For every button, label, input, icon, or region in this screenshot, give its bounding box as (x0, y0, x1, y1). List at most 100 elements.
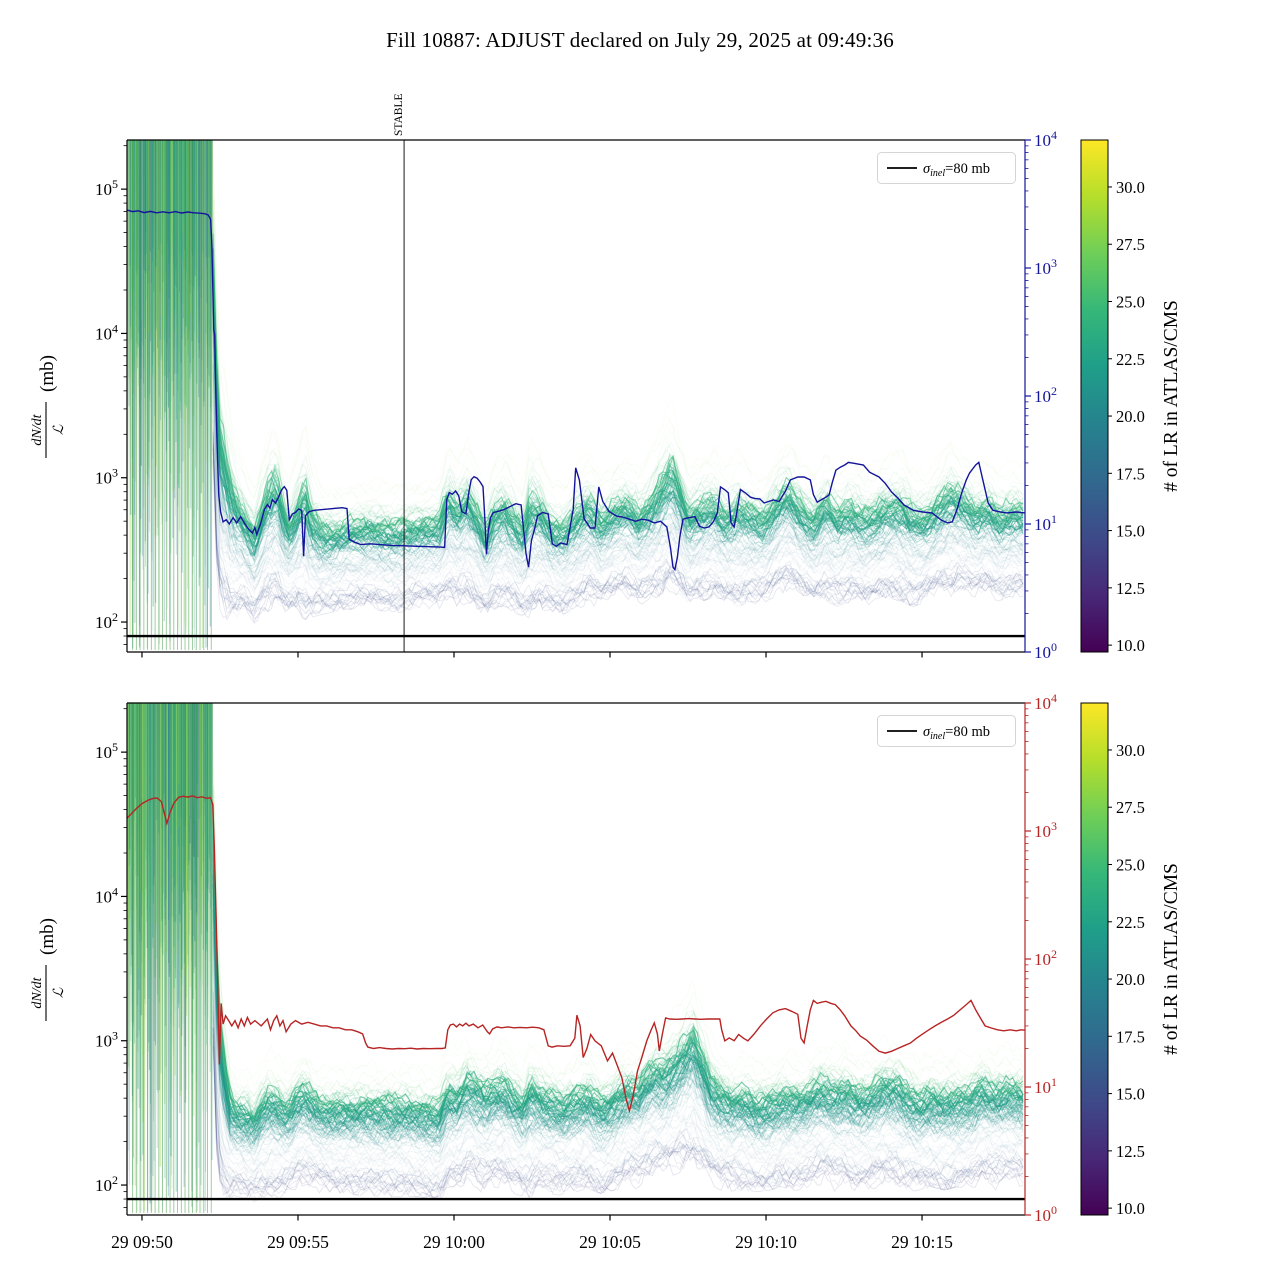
bundle-line (212, 987, 1024, 1185)
bundle-line (212, 419, 1024, 610)
bundle-line (212, 909, 1024, 1147)
y2-tick-label: 101 (1034, 1075, 1057, 1097)
plot-area (127, 140, 1025, 652)
y-tick-label: 105 (95, 740, 118, 762)
bundle-line (212, 852, 1024, 1117)
bundle-line (212, 864, 1024, 1133)
bundle-line (212, 988, 1024, 1173)
colorbar-label-group: # of LR in ATLAS/CMS (1161, 863, 1182, 1055)
bundle-line (212, 373, 1024, 580)
bundle-line (212, 247, 1024, 526)
bundle-line (212, 1045, 1024, 1203)
bundle-line (212, 292, 1024, 556)
bundle-line (212, 1027, 1024, 1190)
bundle-line (212, 290, 1024, 557)
bundle-line (212, 799, 1024, 1102)
bundle-line (212, 836, 1024, 1115)
bundle-line (212, 279, 1024, 559)
y-tick-label: 102 (95, 610, 118, 632)
bundle-line (212, 875, 1024, 1145)
bundle-line (212, 858, 1024, 1136)
bundle-line (212, 384, 1024, 594)
bundle-line (212, 352, 1024, 571)
y-axis-label-group: dN/dt ℒ (mb) (30, 355, 67, 458)
bundle-line (212, 375, 1024, 583)
colorbar-tick-label: 22.5 (1116, 913, 1145, 932)
bundle-line (212, 883, 1024, 1133)
bundle-line (212, 903, 1024, 1145)
y-tick-label: 103 (95, 1029, 118, 1051)
bundle-line (212, 304, 1024, 548)
colorbar-label: # of LR in ATLAS/CMS (1161, 300, 1182, 492)
bundle-line (212, 863, 1024, 1131)
bundle-line (212, 354, 1024, 581)
bundle-line (212, 218, 1024, 525)
bundle-line (212, 855, 1024, 1134)
bundle-line (212, 831, 1024, 1115)
bundle-line (212, 249, 1024, 537)
bundle-line (212, 1046, 1024, 1194)
bundle-line (212, 835, 1024, 1131)
bundle-line (212, 231, 1024, 529)
bundle-line (212, 305, 1024, 552)
bundle-line (212, 190, 1024, 510)
scan-comb (132, 140, 212, 650)
bundle-line (212, 1029, 1024, 1200)
bundle-line (212, 869, 1024, 1139)
y-tick-label: 102 (95, 1173, 118, 1195)
bundle-line (212, 389, 1024, 593)
colorbar: 30.0 27.5 25.0 22.5 20.0 17.5 15.0 12.5 10.0 # of… (1080, 702, 1182, 1218)
bundle-line (212, 876, 1024, 1134)
bundle-line (212, 299, 1024, 549)
bundle-line (212, 807, 1024, 1111)
bundle-line (212, 435, 1024, 601)
bundle-line (212, 875, 1024, 1137)
bundle-line (212, 970, 1024, 1179)
bundle-line (212, 833, 1024, 1134)
bundle-line (212, 285, 1024, 556)
bundle-line (212, 364, 1024, 580)
y-tick-label: 104 (95, 884, 118, 906)
colorbar-tick-label: 15.0 (1116, 1085, 1145, 1104)
bundle-line (212, 308, 1024, 551)
colorbar-tick-label: 20.0 (1116, 970, 1145, 989)
bundle-line (212, 820, 1024, 1118)
bundle-line (212, 270, 1024, 539)
bundle-line (212, 432, 1024, 615)
legend-label: σinel=80 mb (923, 161, 990, 179)
legend-label: σinel=80 mb (923, 724, 990, 742)
colorbar-tick-label: 30.0 (1116, 741, 1145, 760)
bundle-line (212, 870, 1024, 1127)
bundle-line (212, 282, 1024, 558)
bundle-line (212, 1011, 1024, 1194)
bundle-line (212, 895, 1024, 1149)
bundle-line (212, 459, 1024, 624)
bundle-line (212, 397, 1024, 585)
bundle-line (212, 373, 1024, 581)
bundle-line (212, 361, 1024, 582)
figure-title: Fill 10887: ADJUST declared on July 29, … (386, 28, 894, 52)
y2-tick-label: 104 (1034, 128, 1057, 150)
bundle-line (212, 819, 1024, 1123)
bundle-line (212, 884, 1024, 1139)
bundle-line (212, 270, 1024, 551)
bundle-line (212, 322, 1024, 563)
bundle-line (212, 749, 1024, 1083)
colorbar-tick-label: 25.0 (1116, 293, 1145, 312)
colorbar-tick-label: 10.0 (1116, 1199, 1145, 1218)
x-tick-label: 29 10:05 (579, 1232, 641, 1252)
colorbar-label: # of LR in ATLAS/CMS (1161, 863, 1182, 1055)
bundle-line (212, 1027, 1024, 1200)
bundle-line (212, 396, 1024, 587)
colorbar-tick-label: 30.0 (1116, 178, 1145, 197)
bundle-line (212, 194, 1024, 517)
stable-label-group: STABLE (393, 93, 405, 136)
colorbar-tick-label: 17.5 (1116, 1027, 1145, 1046)
bundle-line (212, 327, 1024, 571)
x-tick-label: 29 10:00 (423, 1232, 485, 1252)
colorbar-tick-label: 22.5 (1116, 350, 1145, 369)
bundle-line (212, 855, 1024, 1143)
bundle-line (212, 858, 1024, 1135)
bundle-line (212, 1042, 1024, 1201)
bundle-line (212, 435, 1024, 612)
